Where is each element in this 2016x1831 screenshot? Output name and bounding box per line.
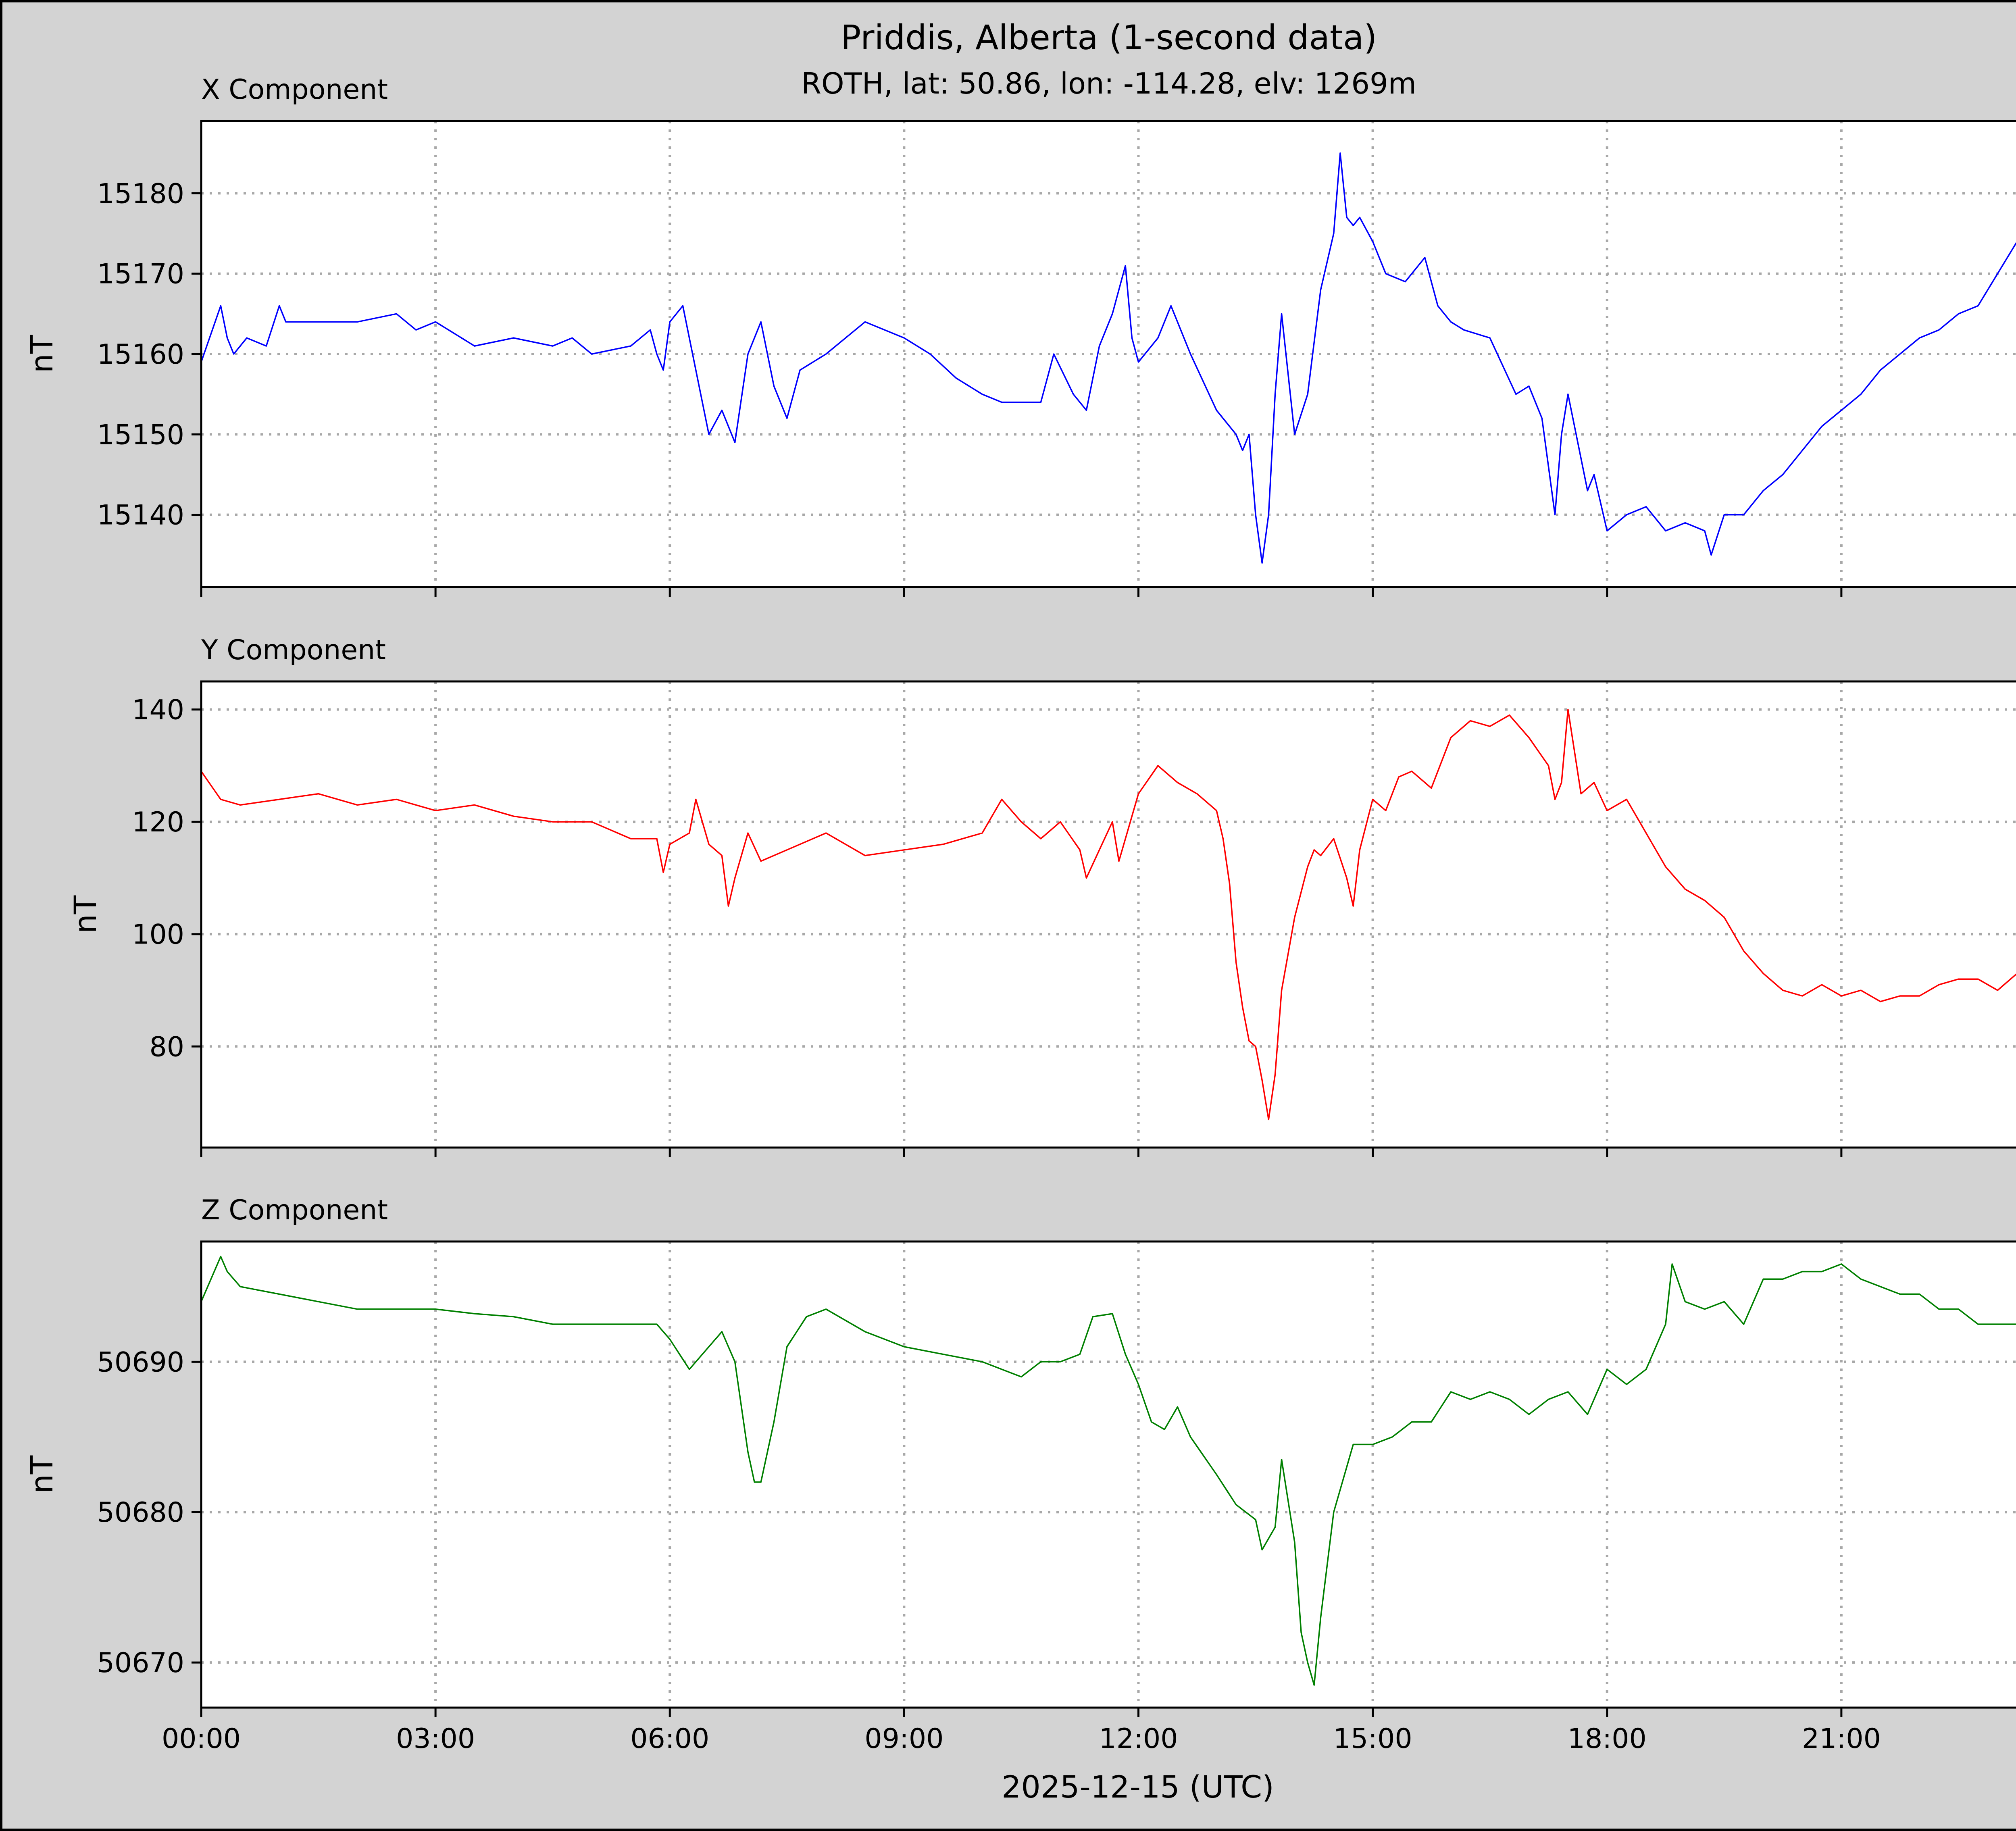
y-tick-label: 15180	[97, 178, 184, 210]
plot-border	[200, 1240, 2016, 1709]
y-tick-label: 15140	[97, 500, 184, 531]
x-tick-label: 12:00	[1099, 1723, 1178, 1755]
x-tick-label: 21:00	[1802, 1723, 1881, 1755]
x-tick-label: 06:00	[630, 1723, 709, 1755]
plot-area	[201, 1241, 2016, 1708]
y-tick-label: 120	[132, 806, 184, 838]
x-component-panel: X Component nT 15140 15150 15160 15170 15180	[24, 74, 2016, 597]
y-tick-label: 15150	[97, 419, 184, 451]
y-tick-label: 140	[132, 694, 184, 726]
y-tick-label: 15160	[97, 339, 184, 371]
x-tick-label: 09:00	[864, 1723, 943, 1755]
panel-title: Z Component	[201, 1194, 388, 1226]
panel-title: X Component	[201, 74, 388, 106]
y-tick-label: 100	[132, 919, 184, 951]
y-axis-label: nT	[67, 895, 103, 933]
x-tick-label: 03:00	[396, 1723, 475, 1755]
y-tick-label: 50680	[97, 1497, 184, 1529]
y-tick-label: 15170	[97, 258, 184, 290]
x-axis-label: 2025-12-15 (UTC)	[1002, 1769, 1274, 1805]
y-tick-label: 50670	[97, 1647, 184, 1679]
panel-title: Y Component	[201, 634, 386, 666]
x-component-series-line	[200, 152, 2016, 564]
y-component-series-line	[200, 708, 2016, 1121]
figure-title: Priddis, Alberta (1-second data)	[841, 18, 1377, 57]
z-component-panel: Z Component nT 00:00 03:00 06:00 09:00 12:00 15…	[24, 1194, 2016, 1755]
z-component-series-line	[200, 1256, 2016, 1686]
plot-border	[200, 680, 2016, 1149]
y-tick-label: 80	[149, 1031, 184, 1063]
plot-area	[201, 681, 2016, 1148]
y-axis-label: nT	[24, 335, 60, 373]
y-component-panel: Y Component nT 80 100 120 140	[67, 634, 2016, 1157]
x-tick-label: 15:00	[1333, 1723, 1412, 1755]
y-axis-label: nT	[24, 1455, 60, 1494]
x-tick-label: 00:00	[162, 1723, 241, 1755]
figure-subtitle: ROTH, lat: 50.86, lon: -114.28, elv: 126…	[801, 67, 1416, 100]
plot-border	[200, 120, 2016, 588]
y-tick-label: 50690	[97, 1346, 184, 1378]
x-tick-label: 18:00	[1568, 1723, 1647, 1755]
